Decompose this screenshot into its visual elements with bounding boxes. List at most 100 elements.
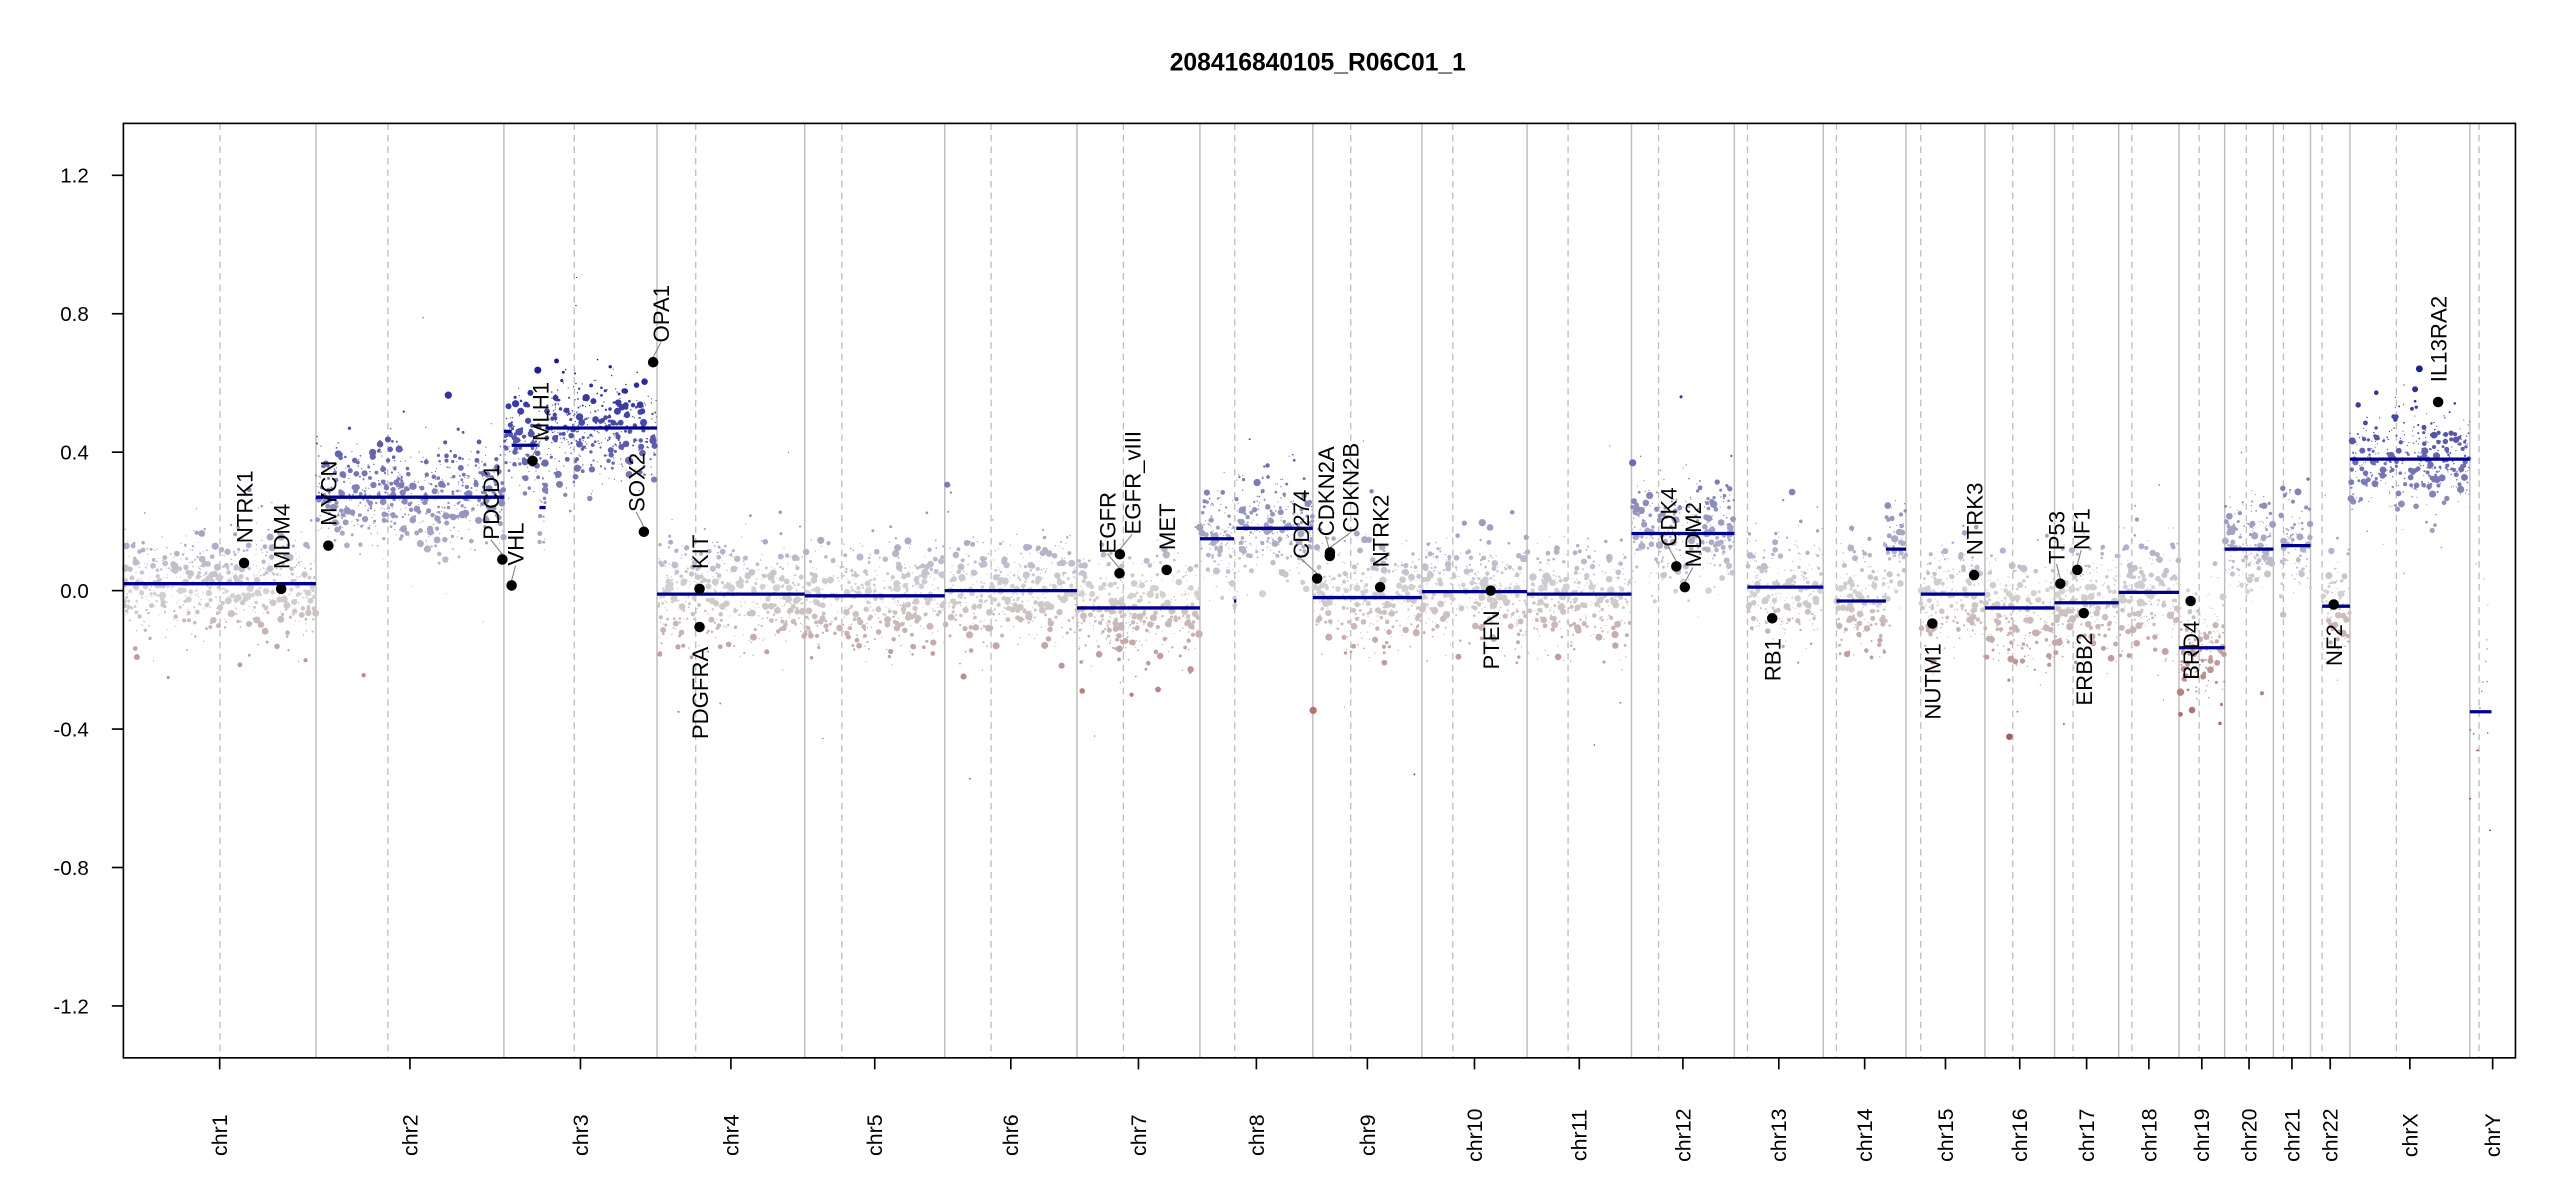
- probe-point: [1022, 571, 1030, 579]
- probe-point: [695, 611, 698, 614]
- probe-point: [1499, 606, 1502, 609]
- probe-point: [271, 571, 274, 574]
- probe-point: [765, 596, 771, 602]
- probe-point: [571, 409, 574, 412]
- probe-point: [254, 612, 257, 614]
- probe-point: [1549, 609, 1552, 612]
- probe-point: [471, 510, 473, 512]
- probe-point: [934, 539, 937, 542]
- probe-point: [548, 413, 551, 416]
- probe-point: [526, 453, 530, 457]
- probe-point: [683, 618, 685, 620]
- probe-point: [1331, 638, 1333, 640]
- probe-point: [1463, 568, 1471, 575]
- probe-point: [656, 584, 658, 586]
- probe-point: [1031, 596, 1034, 599]
- probe-point: [1012, 625, 1015, 628]
- probe-point: [253, 616, 261, 624]
- probe-point: [123, 584, 127, 588]
- probe-point: [224, 597, 232, 605]
- probe-point: [1262, 554, 1264, 556]
- probe-point: [654, 411, 657, 414]
- probe-point: [760, 585, 762, 587]
- probe-point: [1337, 553, 1340, 556]
- probe-point: [538, 432, 540, 435]
- probe-point: [1519, 571, 1521, 574]
- probe-point: [223, 587, 226, 590]
- probe-point: [1194, 647, 1196, 649]
- probe-point: [252, 610, 254, 612]
- probe-point: [923, 612, 928, 617]
- probe-point: [1513, 575, 1515, 578]
- probe-point: [1081, 579, 1087, 584]
- probe-point: [918, 583, 925, 590]
- probe-point: [1443, 573, 1445, 575]
- probe-point: [1065, 631, 1069, 635]
- probe-point: [695, 567, 699, 572]
- probe-point: [381, 517, 387, 523]
- probe-point: [441, 516, 443, 518]
- probe-point: [893, 580, 901, 588]
- probe-point: [600, 442, 603, 444]
- probe-point: [1467, 607, 1469, 609]
- probe-point: [620, 463, 623, 465]
- probe-point: [1225, 569, 1231, 574]
- probe-point: [614, 401, 616, 403]
- probe-point: [1403, 569, 1410, 576]
- probe-point: [882, 556, 889, 562]
- probe-point: [902, 627, 908, 634]
- probe-point: [675, 644, 681, 650]
- probe-point: [914, 591, 917, 594]
- probe-point: [1077, 625, 1079, 627]
- probe-point: [976, 580, 978, 582]
- probe-point: [350, 533, 354, 537]
- probe-point: [681, 554, 683, 556]
- probe-point: [1365, 576, 1367, 579]
- probe-point: [1048, 606, 1051, 609]
- probe-point: [256, 574, 258, 576]
- probe-point: [1027, 622, 1029, 624]
- probe-point: [1204, 534, 1207, 538]
- probe-point: [1292, 458, 1296, 462]
- probe-point: [1302, 518, 1305, 521]
- probe-point: [1217, 552, 1222, 558]
- probe-point: [428, 482, 430, 484]
- probe-point: [230, 558, 233, 561]
- probe-point: [1298, 572, 1301, 575]
- probe-point: [202, 551, 204, 553]
- probe-point: [1519, 615, 1521, 617]
- probe-point: [518, 415, 520, 417]
- probe-point: [548, 470, 550, 472]
- probe-point: [1461, 520, 1467, 526]
- probe-point: [748, 608, 751, 610]
- probe-point: [1037, 600, 1045, 608]
- probe-point: [618, 443, 625, 450]
- probe-point: [1381, 644, 1387, 649]
- probe-point: [511, 417, 514, 419]
- probe-point: [670, 588, 673, 591]
- probe-point: [1075, 562, 1077, 564]
- probe-point: [1307, 543, 1310, 546]
- probe-point: [777, 553, 784, 560]
- probe-point: [830, 580, 833, 583]
- probe-point: [499, 510, 501, 513]
- probe-point: [424, 501, 427, 503]
- probe-point: [1260, 541, 1265, 546]
- probe-point: [1124, 647, 1127, 649]
- probe-point: [885, 587, 887, 590]
- probe-point: [1025, 576, 1027, 578]
- probe-point: [1234, 559, 1236, 561]
- probe-point: [1356, 582, 1358, 584]
- probe-point: [678, 617, 682, 620]
- probe-point: [1132, 631, 1134, 633]
- probe-point: [1425, 622, 1427, 624]
- probe-point: [1019, 565, 1021, 567]
- probe-point: [1482, 587, 1486, 590]
- probe-point: [1277, 501, 1279, 503]
- probe-point: [980, 581, 983, 584]
- probe-point: [1343, 539, 1346, 543]
- probe-point: [922, 574, 928, 580]
- probe-point: [1132, 593, 1137, 598]
- probe-point: [878, 620, 883, 624]
- probe-point: [1366, 601, 1371, 606]
